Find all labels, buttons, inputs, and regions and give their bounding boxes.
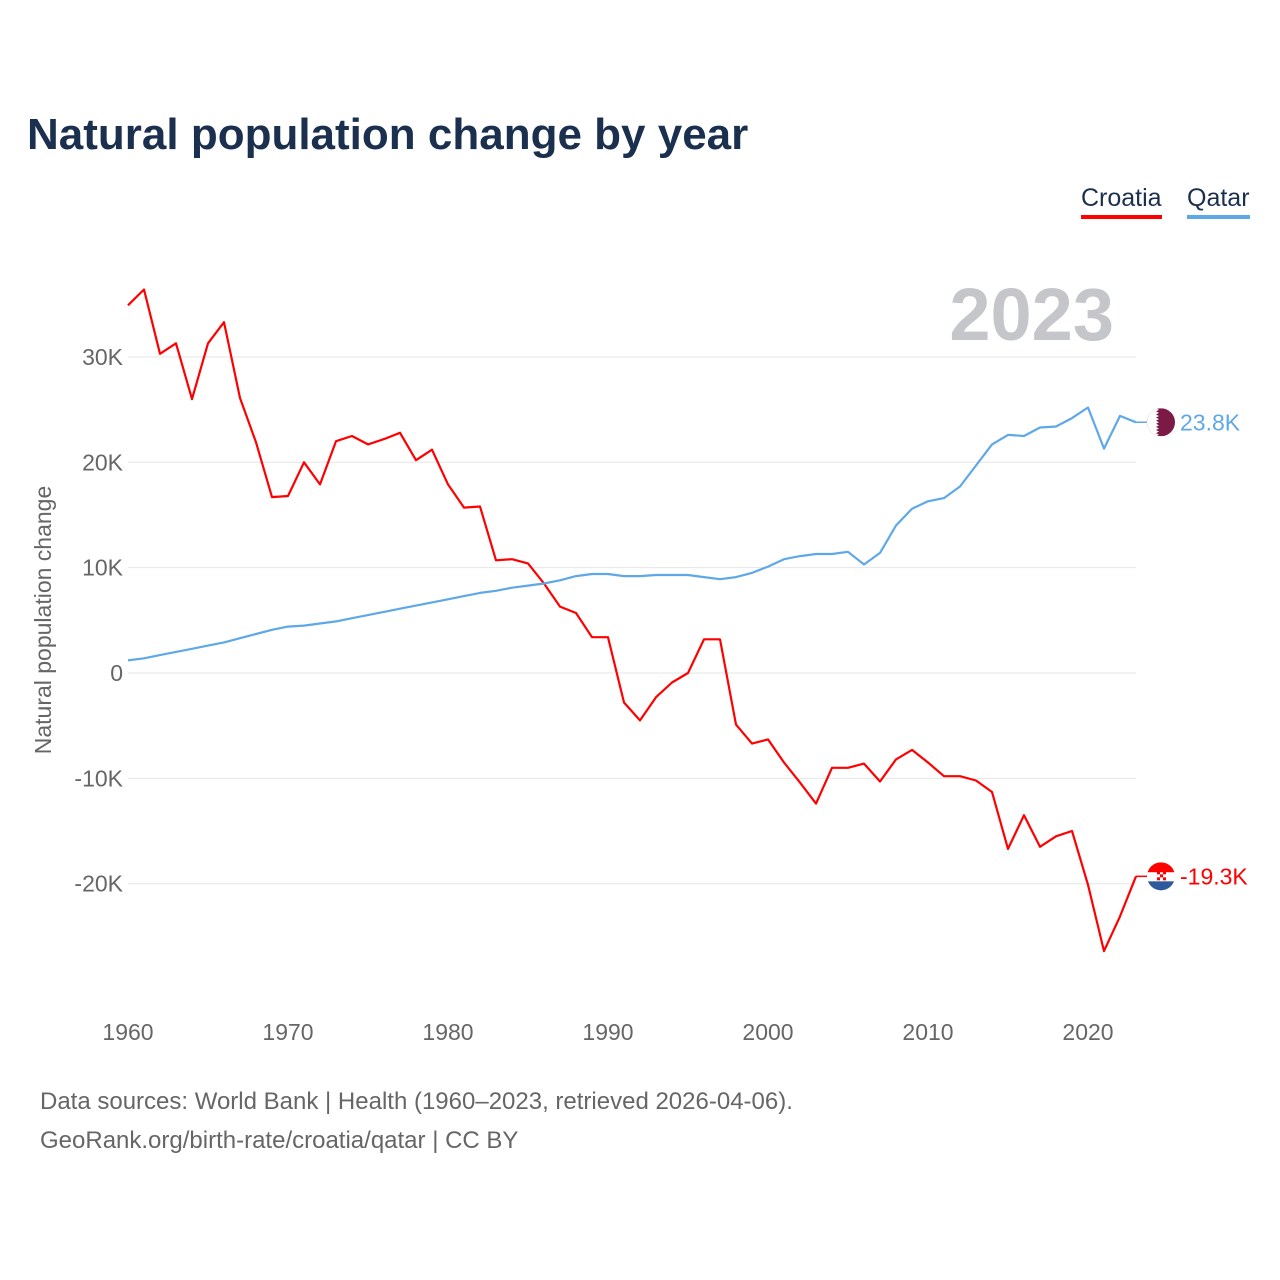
croatia-flag-icon [1147, 862, 1175, 891]
x-tick-label: 1960 [102, 1019, 153, 1045]
y-tick-label: 10K [82, 555, 124, 581]
x-tick-label: 1970 [262, 1019, 313, 1045]
x-tick-label: 2020 [1062, 1019, 1113, 1045]
year-watermark: 2023 [949, 273, 1114, 356]
chart-title: Natural population change by year [27, 110, 749, 159]
end-value-label-croatia: -19.3K [1180, 863, 1248, 889]
series-line-qatar [127, 406, 1137, 662]
x-tick-label: 1980 [422, 1019, 473, 1045]
source-text: Data sources: World Bank | Health (1960–… [40, 1088, 793, 1115]
y-tick-label: 30K [82, 344, 124, 370]
legend-croatia[interactable]: Croatia [1081, 184, 1162, 219]
y-tick-label: 20K [82, 449, 124, 475]
legend-qatar[interactable]: Qatar [1187, 184, 1250, 219]
x-tick-label: 2010 [902, 1019, 953, 1045]
x-tick-label: 2000 [742, 1019, 793, 1045]
source-link[interactable]: GeoRank.org/birth-rate/croatia/qatar | C… [40, 1127, 519, 1154]
end-value-label-qatar: 23.8K [1180, 409, 1241, 435]
x-tick-label: 1990 [582, 1019, 633, 1045]
y-tick-label: -10K [74, 765, 123, 791]
qatar-flag-icon [1147, 408, 1175, 437]
series-line-croatia [127, 288, 1138, 953]
y-tick-label: 0 [110, 660, 123, 686]
y-tick-label: -20K [74, 871, 123, 897]
y-axis-label: Natural population change [30, 486, 56, 755]
